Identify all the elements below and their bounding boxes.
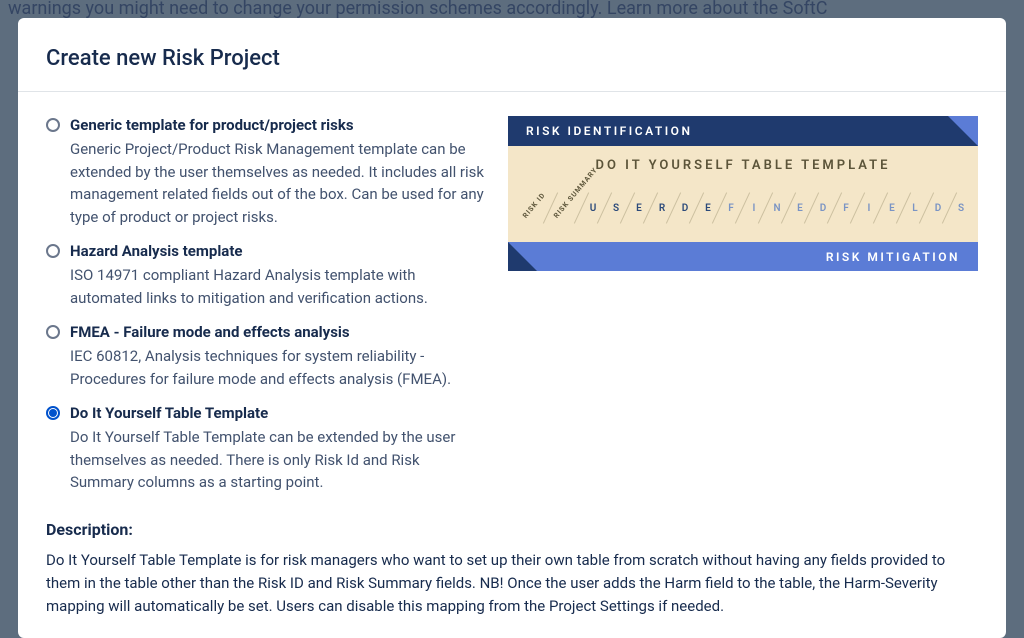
preview-field-letter: R	[651, 203, 673, 214]
preview-body: DO IT YOURSELF TABLE TEMPLATE RISK ID RI…	[508, 146, 978, 242]
create-risk-project-modal: Create new Risk Project Generic template…	[18, 18, 1006, 638]
preview-field-letter: S	[950, 203, 972, 214]
description-text: Do It Yourself Table Template is for ris…	[46, 549, 978, 619]
option-description: IEC 60812, Analysis techniques for syste…	[70, 345, 484, 390]
preview-field-letter: N	[766, 203, 788, 214]
preview-col-summary: RISK SUMMARY	[552, 196, 574, 220]
preview-field-letter: E	[697, 203, 719, 214]
option-description: ISO 14971 compliant Hazard Analysis temp…	[70, 264, 484, 309]
modal-body: Generic template for product/project ris…	[18, 92, 1006, 508]
preview-header-text: RISK IDENTIFICATION	[526, 124, 692, 138]
preview-column: RISK IDENTIFICATION DO IT YOURSELF TABLE…	[508, 116, 978, 508]
option-description: Generic Project/Product Risk Management …	[70, 138, 484, 228]
option-title: Hazard Analysis template	[70, 242, 484, 260]
template-option-generic[interactable]: Generic template for product/project ris…	[46, 116, 484, 228]
template-option-diy[interactable]: Do It Yourself Table Template Do It Your…	[46, 404, 484, 494]
preview-field-letter: I	[858, 203, 880, 214]
option-title: FMEA - Failure mode and effects analysis	[70, 323, 484, 341]
option-description: Do It Yourself Table Template can be ext…	[70, 426, 484, 494]
option-content: Hazard Analysis template ISO 14971 compl…	[70, 242, 484, 309]
preview-field-letter: E	[881, 203, 903, 214]
template-preview-graphic: RISK IDENTIFICATION DO IT YOURSELF TABLE…	[508, 116, 978, 271]
option-title: Do It Yourself Table Template	[70, 404, 484, 422]
option-content: FMEA - Failure mode and effects analysis…	[70, 323, 484, 390]
template-options-column: Generic template for product/project ris…	[46, 116, 484, 508]
preview-field-letter: S	[605, 203, 627, 214]
preview-user-fields: USERDEFINEDFIELDS	[582, 191, 978, 225]
preview-field-letter: F	[835, 203, 857, 214]
preview-field-letter: F	[720, 203, 742, 214]
preview-footer-bar: RISK MITIGATION	[508, 242, 978, 271]
preview-field-letter: I	[743, 203, 765, 214]
modal-title: Create new Risk Project	[18, 46, 1006, 92]
background-hint-text: warnings you might need to change your p…	[0, 0, 1024, 19]
preview-field-letter: L	[904, 203, 926, 214]
radio-button-selected[interactable]	[46, 406, 60, 420]
preview-field-letter: U	[582, 203, 604, 214]
preview-columns-row: RISK ID RISK SUMMARY USERDEFINEDFIELDS	[508, 187, 978, 229]
preview-field-letter: D	[674, 203, 696, 214]
radio-button[interactable]	[46, 325, 60, 339]
preview-field-letter: D	[812, 203, 834, 214]
option-content: Generic template for product/project ris…	[70, 116, 484, 228]
preview-body-title: DO IT YOURSELF TABLE TEMPLATE	[508, 158, 978, 173]
preview-field-letter: D	[927, 203, 949, 214]
preview-footer-text: RISK MITIGATION	[826, 250, 960, 264]
radio-button[interactable]	[46, 244, 60, 258]
preview-field-letter: E	[628, 203, 650, 214]
preview-col-riskid: RISK ID	[521, 196, 543, 220]
option-content: Do It Yourself Table Template Do It Your…	[70, 404, 484, 494]
description-heading: Description:	[46, 520, 978, 539]
preview-field-letter: E	[789, 203, 811, 214]
description-section: Description: Do It Yourself Table Templa…	[18, 508, 1006, 619]
option-title: Generic template for product/project ris…	[70, 116, 484, 134]
preview-header-bar: RISK IDENTIFICATION	[508, 116, 978, 146]
template-option-fmea[interactable]: FMEA - Failure mode and effects analysis…	[46, 323, 484, 390]
radio-button[interactable]	[46, 118, 60, 132]
template-option-hazard[interactable]: Hazard Analysis template ISO 14971 compl…	[46, 242, 484, 309]
